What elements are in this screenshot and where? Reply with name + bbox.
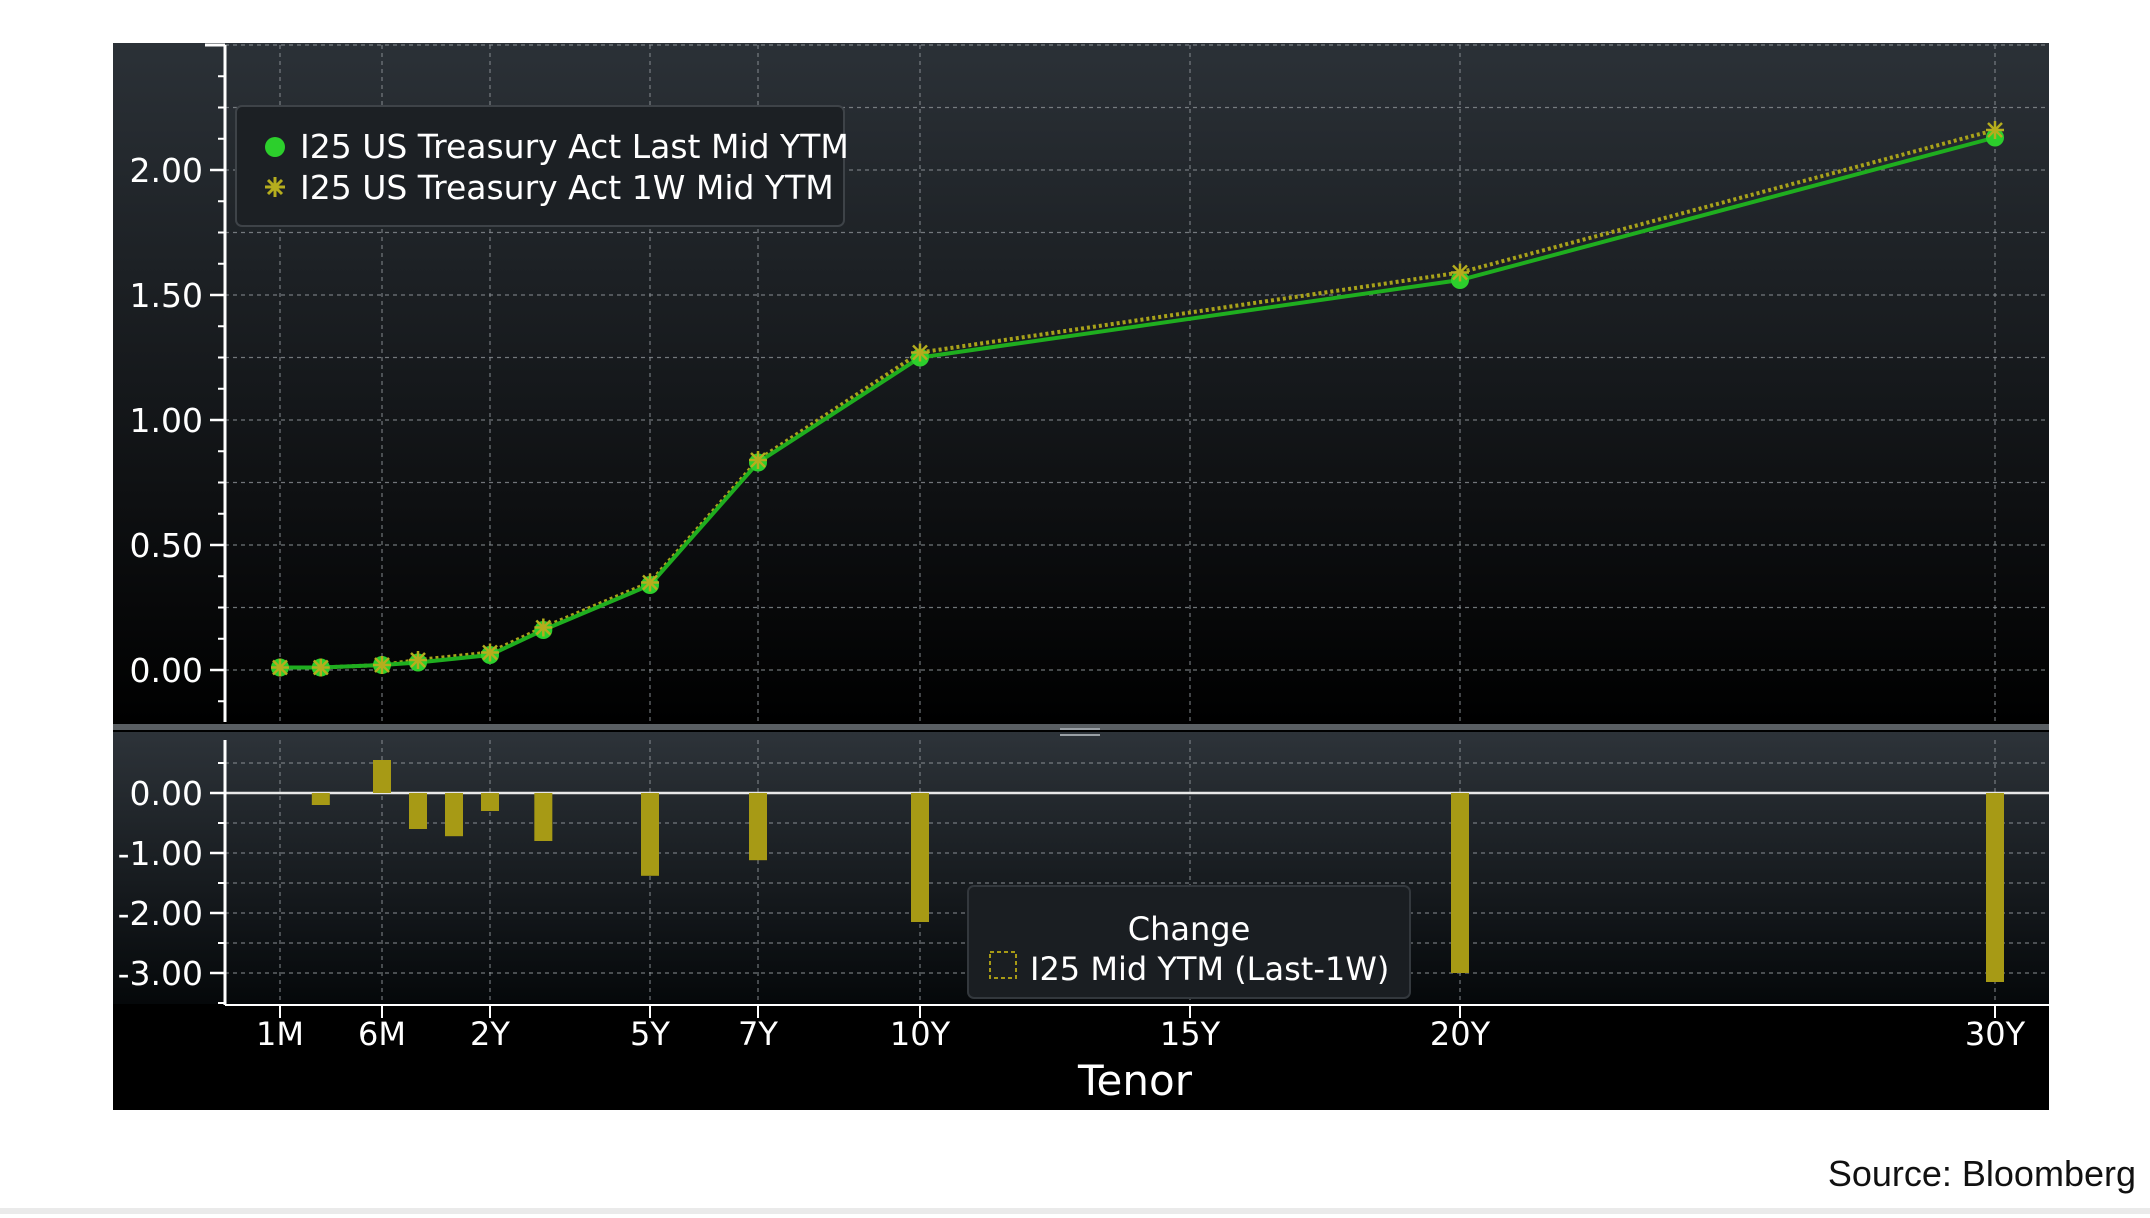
legend-week-marker-icon [265,177,285,197]
series-1w-point [749,451,767,469]
series-1w-point [311,658,330,677]
y-tick-label: 0.00 [130,651,203,690]
bar-legend-title: Change [1128,910,1251,948]
y-tick-label: -2.00 [118,894,203,933]
change-bar [1986,793,2004,982]
bars-layer [311,760,2004,982]
x-tick-label: 1M [256,1015,304,1053]
legend-last-label: I25 US Treasury Act Last Mid YTM [300,127,849,166]
x-tick-label: 5Y [630,1015,670,1053]
legend-week-label: I25 US Treasury Act 1W Mid YTM [300,168,834,207]
series-1w-point [271,658,289,677]
change-bar [1451,793,1469,973]
y-tick-label: -1.00 [118,834,203,873]
series-1w-point [1451,263,1469,282]
series-1w-point [373,656,391,674]
x-tick-label: 20Y [1430,1015,1491,1053]
lines-layer [271,121,2004,677]
bar-legend-label: I25 Mid YTM (Last-1W) [1030,950,1389,988]
x-tick-label: 30Y [1965,1015,2026,1053]
line-legend-box [235,105,845,227]
series-1w-point [1986,121,2004,139]
x-axis-title: Tenor [1077,1056,1193,1105]
series-1w-point [534,618,553,637]
change-bar [481,793,499,811]
x-tick-label: 10Y [890,1015,951,1053]
y-tick-label: -3.00 [118,954,203,993]
change-bar [409,793,427,829]
change-bar [911,793,929,922]
bar-legend-box [967,885,1411,999]
y-tick-label: 0.00 [130,774,203,813]
y-tick-label: 1.00 [130,401,203,440]
page-bottom-strip [0,1208,2150,1214]
bar-legend: Change I25 Mid YTM (Last-1W) [967,885,1411,999]
change-bar [749,793,767,861]
change-bar [311,793,330,805]
series-1w-point [409,651,427,669]
x-tick-label: 7Y [738,1015,778,1053]
series-1w-point [911,343,929,362]
legend-last-marker-icon [265,137,285,157]
source-note: Source: Bloomberg [1827,1153,2136,1194]
change-bar [373,760,391,793]
y-tick-label: 1.50 [130,276,203,315]
line-legend: I25 US Treasury Act Last Mid YTM I25 US … [235,105,849,227]
series-1w-point [481,643,499,662]
change-bar [641,793,659,876]
x-tick-label: 2Y [470,1015,510,1053]
change-bar [534,793,553,841]
x-tick-label: 6M [358,1015,406,1053]
series-1w-point [641,573,659,592]
series-1w-line [280,128,1996,670]
x-tick-label: 15Y [1160,1015,1221,1053]
bar-legend-swatch-icon [989,951,1017,979]
axes-layer: 0.00 0.50 1.00 1.50 2.00 0.00 -1.00 -2.00 -3.00 1… [118,43,2049,1053]
change-bar [445,793,463,837]
y-tick-label: 2.00 [130,151,203,190]
y-tick-label: 0.50 [130,526,203,565]
